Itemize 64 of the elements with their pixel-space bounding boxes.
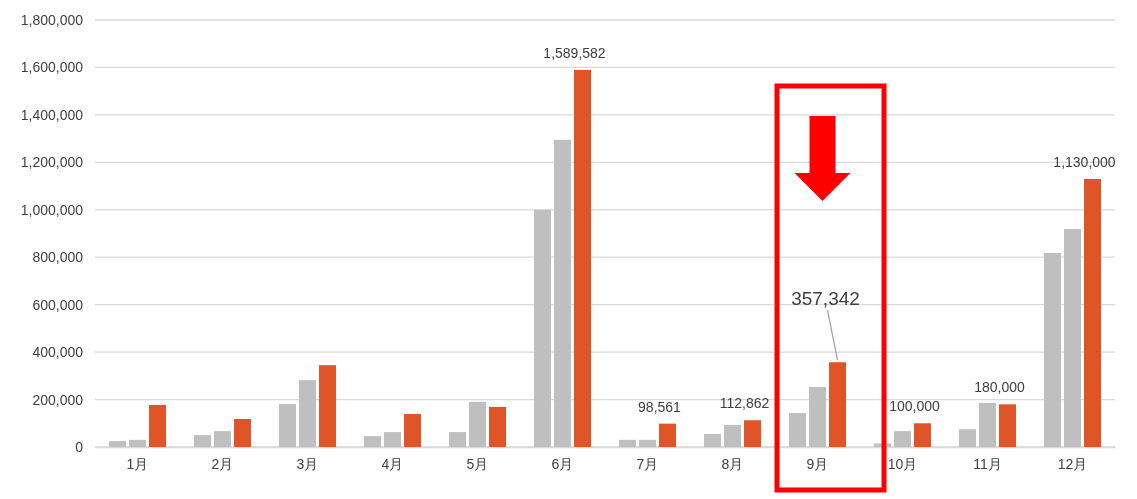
bar <box>999 404 1016 447</box>
bar <box>109 441 126 447</box>
x-tick-label: 2月 <box>211 455 234 472</box>
data-label: 98,561 <box>638 398 682 415</box>
data-label: 1,130,000 <box>1053 153 1116 170</box>
bar <box>449 432 466 447</box>
bar <box>554 139 571 447</box>
y-tick-label: 600,000 <box>32 296 84 313</box>
data-label: 100,000 <box>889 398 941 415</box>
bar <box>1044 252 1061 447</box>
y-tick-label: 0 <box>75 438 84 455</box>
y-tick-label: 800,000 <box>32 249 84 266</box>
y-tick-label: 1,200,000 <box>20 154 84 171</box>
bar <box>364 436 381 447</box>
bar <box>1084 178 1101 447</box>
x-tick-label: 4月 <box>381 455 404 472</box>
bar <box>129 439 146 447</box>
bar <box>404 414 421 447</box>
x-tick-label: 5月 <box>466 455 489 472</box>
bar <box>489 406 506 447</box>
data-label: 180,000 <box>974 379 1026 396</box>
bar <box>809 386 826 447</box>
x-tick-label: 8月 <box>721 455 744 472</box>
data-label: 357,342 <box>791 288 860 310</box>
x-tick-label: 6月 <box>551 455 574 472</box>
x-tick-label: 10月 <box>887 455 918 472</box>
bar <box>979 402 996 447</box>
bar <box>744 420 761 447</box>
x-tick-label: 12月 <box>1057 455 1088 472</box>
bar <box>914 423 931 447</box>
y-tick-label: 1,400,000 <box>20 106 84 123</box>
y-tick-label: 400,000 <box>32 344 84 361</box>
bar <box>829 362 846 447</box>
bar <box>469 401 486 447</box>
data-label: 112,862 <box>719 395 770 412</box>
x-tick-label: 7月 <box>636 455 659 472</box>
bar <box>149 405 166 447</box>
x-tick-label: 11月 <box>973 455 1002 472</box>
bar <box>659 423 676 447</box>
bar <box>214 431 231 447</box>
x-tick-label: 9月 <box>806 455 829 472</box>
bar <box>574 69 591 447</box>
bar <box>1064 228 1081 447</box>
bar <box>234 419 251 447</box>
bar <box>384 432 401 447</box>
bar <box>319 365 336 447</box>
bar <box>534 209 551 447</box>
x-tick-label: 3月 <box>296 455 319 472</box>
bar <box>279 404 296 447</box>
bar <box>619 439 636 447</box>
x-tick-label: 1月 <box>126 455 149 472</box>
bar <box>704 433 721 447</box>
data-label: 1,589,582 <box>543 44 606 61</box>
bar <box>194 435 211 447</box>
bar <box>724 424 741 447</box>
bar <box>299 380 316 447</box>
bar <box>959 429 976 447</box>
bar <box>894 431 911 447</box>
y-tick-label: 1,000,000 <box>20 201 84 218</box>
y-tick-label: 1,600,000 <box>20 59 84 76</box>
bar <box>789 413 806 447</box>
y-tick-label: 200,000 <box>32 391 84 408</box>
y-tick-label: 1,800,000 <box>20 11 84 28</box>
bar <box>639 439 656 447</box>
